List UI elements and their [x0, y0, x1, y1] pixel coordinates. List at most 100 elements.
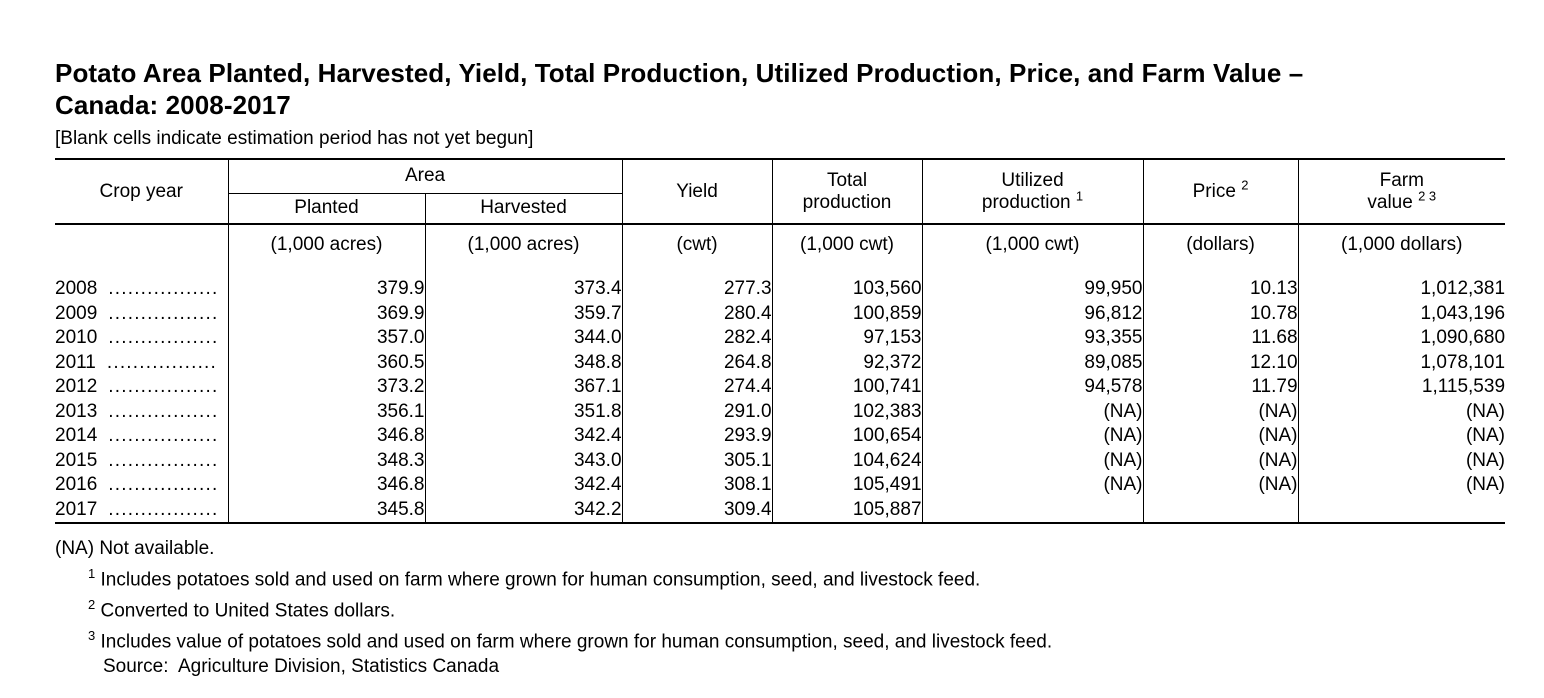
cell-yield: 274.4 — [621, 375, 773, 400]
cell-utilized-production: (NA) — [921, 399, 1144, 424]
cell-yield: 293.9 — [621, 424, 773, 449]
cell-yield: 277.3 — [621, 277, 773, 302]
cell-farm-value: 1,115,539 — [1297, 375, 1506, 400]
year-label: 2010 — [55, 327, 98, 349]
header-price: Price 2 — [1142, 159, 1299, 225]
footnote-3-marker: 3 — [88, 628, 96, 644]
cell-planted: 360.5 — [227, 350, 425, 375]
unit-utilized-production: (1,000 cwt) — [921, 224, 1144, 265]
cell-harvested: 343.0 — [424, 448, 623, 473]
cell-total-production: 105,491 — [771, 473, 923, 498]
header-row-1: Crop year Area Yield Total production Ut… — [55, 159, 1506, 225]
cell-year: 2015................. — [55, 449, 228, 474]
cell-utilized-production: 93,355 — [921, 326, 1144, 351]
table-row: 2013................. 356.1 351.8 291.0 … — [55, 399, 1506, 424]
footnote-1-text: Includes potatoes sold and used on farm … — [100, 568, 981, 590]
cell-price: 11.79 — [1142, 375, 1299, 400]
cell-yield: 291.0 — [621, 399, 773, 424]
header-utilized-production-line1: Utilized — [1001, 169, 1064, 191]
year-label: 2014 — [55, 425, 98, 447]
cell-price: (NA) — [1142, 424, 1299, 449]
cell-total-production: 105,887 — [771, 497, 923, 524]
cell-yield: 305.1 — [621, 448, 773, 473]
year-label: 2011 — [55, 351, 96, 373]
dot-leader: ................. — [108, 376, 219, 398]
footnote-1-marker: 1 — [88, 565, 96, 581]
header-area: Area — [227, 159, 623, 194]
cell-yield: 282.4 — [621, 326, 773, 351]
table-row: 2011................. 360.5 348.8 264.8 … — [55, 350, 1506, 376]
cell-price: 12.10 — [1142, 350, 1299, 375]
table-row: 2010................. 357.0 344.0 282.4 … — [55, 326, 1506, 351]
dot-leader: ................. — [108, 302, 219, 324]
cell-utilized-production: 94,578 — [921, 375, 1144, 400]
year-label: 2015 — [55, 449, 98, 471]
header-planted: Planted — [227, 193, 425, 225]
table-row: 2008................. 379.9 373.4 277.3 … — [55, 277, 1506, 302]
year-label: 2009 — [55, 302, 98, 324]
dot-leader: ................. — [108, 327, 219, 349]
header-utilized-production-line2: production — [981, 191, 1071, 213]
cell-utilized-production: (NA) — [921, 448, 1144, 473]
footnote-2-text: Converted to United States dollars. — [100, 600, 396, 622]
header-harvested: Harvested — [424, 193, 623, 225]
cell-year: 2011................. — [55, 351, 228, 376]
table-note: [Blank cells indicate estimation period … — [55, 128, 534, 149]
cell-total-production: 97,153 — [771, 326, 923, 351]
unit-total-production: (1,000 cwt) — [771, 224, 923, 265]
header-utilized-production: Utilized production 1 — [921, 159, 1144, 225]
cell-price — [1142, 497, 1299, 524]
header-total-production-line1: Total — [826, 169, 868, 191]
cell-harvested: 359.7 — [424, 301, 623, 326]
cell-total-production: 102,383 — [771, 399, 923, 424]
cell-farm-value: 1,012,381 — [1297, 277, 1506, 302]
cell-planted: 346.8 — [227, 424, 425, 449]
cell-utilized-production: (NA) — [921, 473, 1144, 498]
footnotes: (NA) Not available. 1 Includes potatoes … — [55, 536, 1544, 680]
title-line-1: Potato Area Planted, Harvested, Yield, T… — [55, 58, 1304, 88]
cell-planted: 345.8 — [227, 497, 425, 524]
header-total-production: Total production — [771, 159, 923, 225]
cell-price: 11.68 — [1142, 326, 1299, 351]
dot-leader: ................. — [106, 351, 217, 373]
cell-price: (NA) — [1142, 399, 1299, 424]
cell-total-production: 104,624 — [771, 448, 923, 473]
table-row: 2014................. 346.8 342.4 293.9 … — [55, 424, 1506, 449]
cell-utilized-production: 89,085 — [921, 350, 1144, 375]
cell-total-production: 103,560 — [771, 277, 923, 302]
cell-farm-value — [1297, 497, 1506, 524]
cell-year: 2016................. — [55, 473, 228, 498]
table-row: 2009................. 369.9 359.7 280.4 … — [55, 301, 1506, 326]
cell-total-production: 100,741 — [771, 375, 923, 400]
cell-year: 2014................. — [55, 424, 228, 449]
cell-planted: 379.9 — [227, 277, 425, 302]
cell-planted: 369.9 — [227, 301, 425, 326]
header-utilized-production-footnote-marker: 1 — [1075, 188, 1084, 204]
year-label: 2016 — [55, 474, 98, 496]
cell-year: 2008................. — [55, 277, 228, 302]
cell-utilized-production: (NA) — [921, 424, 1144, 449]
cell-farm-value: (NA) — [1297, 473, 1506, 498]
unit-planted: (1,000 acres) — [227, 224, 425, 265]
cell-harvested: 342.4 — [424, 424, 623, 449]
dot-leader: ................. — [108, 425, 219, 447]
cell-total-production: 100,654 — [771, 424, 923, 449]
cell-total-production: 92,372 — [771, 350, 923, 375]
year-label: 2013 — [55, 400, 98, 422]
table-row: 2012................. 373.2 367.1 274.4 … — [55, 375, 1506, 400]
unit-farm-value: (1,000 dollars) — [1297, 224, 1506, 265]
cell-price: 10.78 — [1142, 301, 1299, 326]
cell-harvested: 342.4 — [424, 473, 623, 498]
cell-farm-value: (NA) — [1297, 424, 1506, 449]
header-farm-value-footnote-marker: 2 3 — [1418, 188, 1437, 204]
spacer-row — [55, 265, 1506, 277]
cell-yield: 308.1 — [621, 473, 773, 498]
cell-harvested: 344.0 — [424, 326, 623, 351]
cell-farm-value: 1,078,101 — [1297, 350, 1506, 375]
cell-year: 2010................. — [55, 326, 228, 351]
header-price-label: Price — [1192, 180, 1236, 202]
cell-utilized-production — [921, 497, 1144, 524]
unit-harvested: (1,000 acres) — [424, 224, 623, 265]
cell-planted: 356.1 — [227, 399, 425, 424]
year-label: 2008 — [55, 278, 98, 300]
